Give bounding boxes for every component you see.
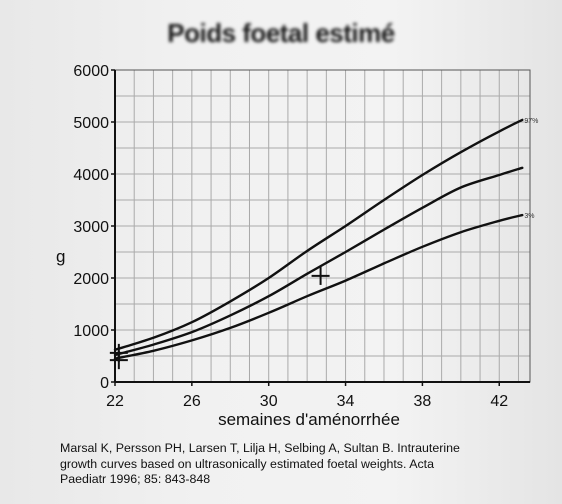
x-tick-labels: 22 26 30 34 38 42: [106, 382, 508, 410]
series-lines: [113, 118, 524, 360]
x-tick-label: 26: [183, 393, 201, 410]
data-markers: [109, 266, 330, 370]
y-tick-label: 3000: [73, 219, 109, 236]
citation-line: Paediatr 1996; 85: 843-848: [60, 472, 211, 486]
chart-title: Poids foetal estimé: [167, 18, 395, 48]
x-tick-label: 34: [337, 393, 355, 410]
y-tick-label: 0: [100, 375, 109, 392]
y-tick-label: 6000: [73, 63, 109, 80]
x-tick-label: 30: [260, 393, 278, 410]
series-line: [113, 213, 524, 360]
y-tick-label: 5000: [73, 115, 109, 132]
y-axis-label: g: [56, 247, 65, 266]
citation-line: growth curves based on ultrasonically es…: [60, 456, 434, 471]
x-tick-label: 22: [106, 393, 124, 410]
series-line: [113, 166, 524, 357]
x-tick-label: 42: [490, 393, 508, 410]
y-tick-label: 2000: [73, 271, 109, 288]
chart-grid: [114, 70, 530, 382]
series-line: [113, 118, 524, 351]
y-tick-label: 4000: [73, 167, 109, 184]
series-label: 97%: [524, 118, 538, 125]
citation-line: Marsal K, Persson PH, Larsen T, Lilja H,…: [60, 441, 460, 455]
y-tick-labels: 0 1000 2000 3000 4000 5000 6000: [73, 63, 115, 392]
x-tick-label: 38: [414, 393, 432, 410]
series-labels: 97% 3%: [524, 118, 538, 220]
x-axis-label: semaines d'aménorrhée: [218, 410, 400, 429]
series-label: 3%: [524, 213, 534, 220]
y-tick-label: 1000: [73, 323, 109, 340]
citation: Marsal K, Persson PH, Larsen T, Lilja H,…: [60, 441, 552, 488]
